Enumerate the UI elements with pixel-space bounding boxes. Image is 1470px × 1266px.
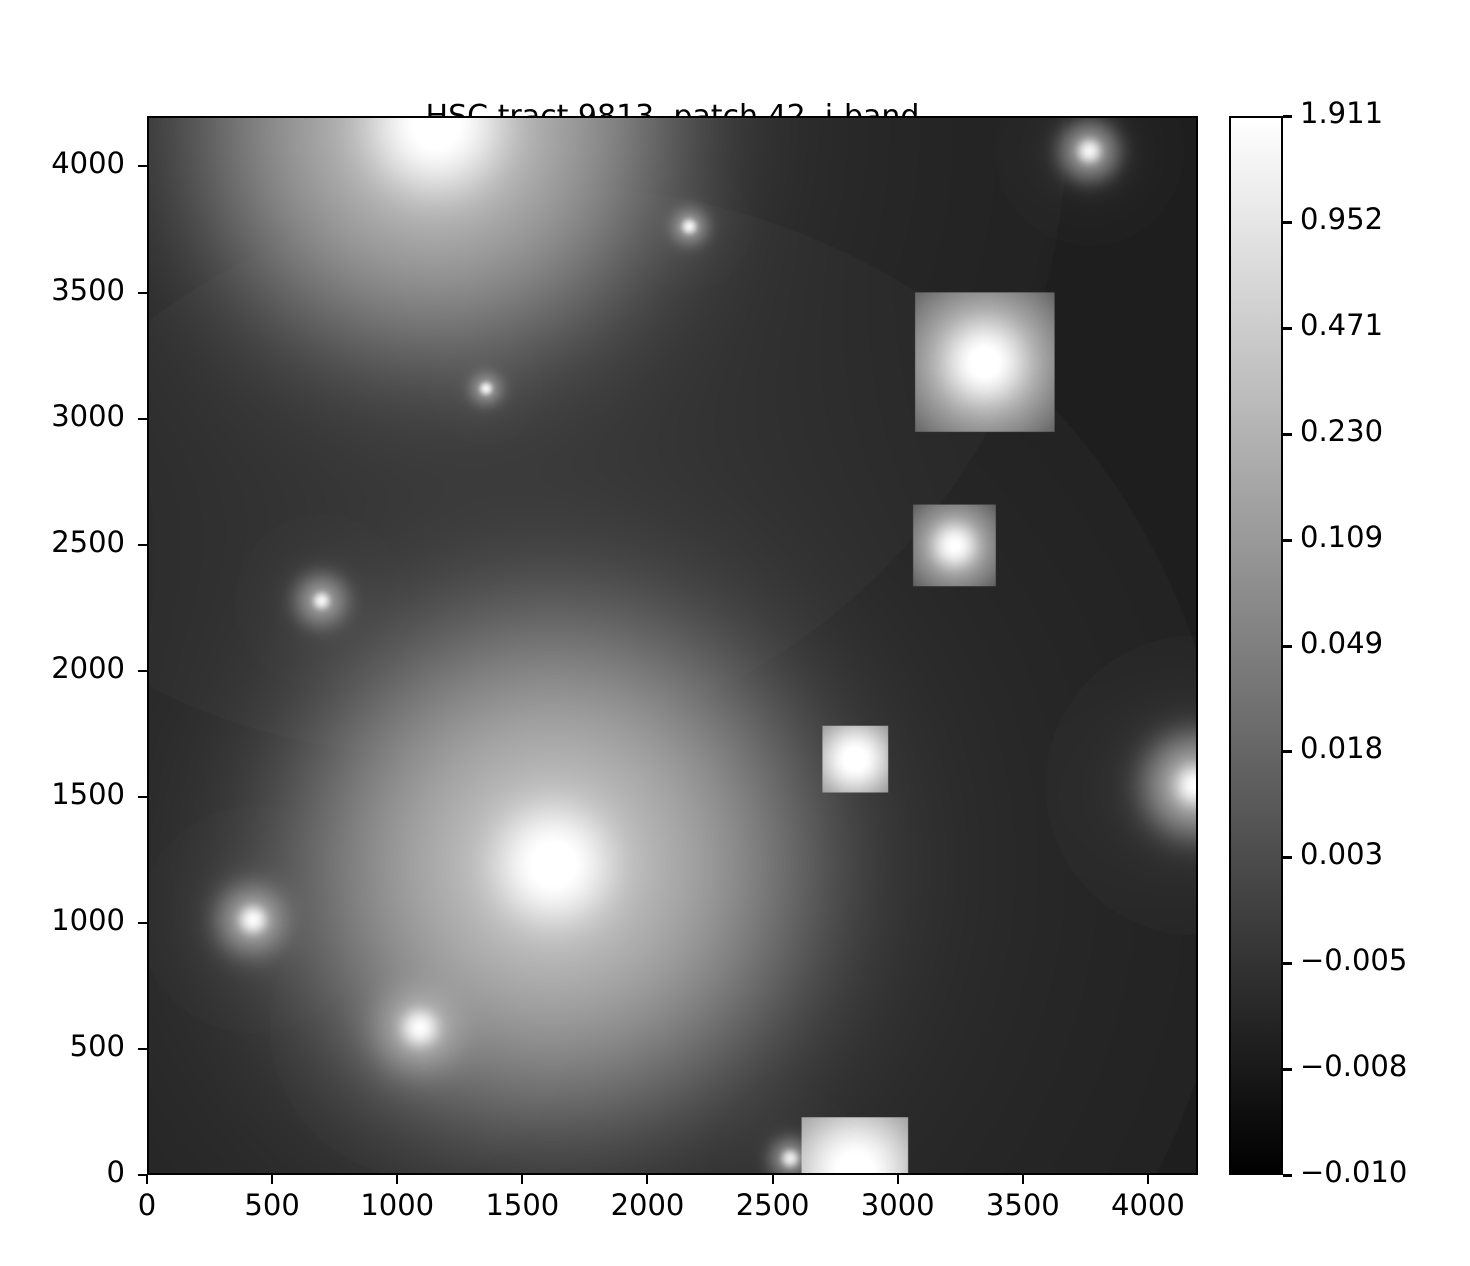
y-tick-mark — [138, 165, 147, 168]
colorbar-tick-mark — [1283, 220, 1292, 224]
colorbar-tick-mark — [1283, 962, 1292, 966]
x-tick-label: 3500 — [985, 1188, 1060, 1222]
x-tick-label: 3000 — [860, 1188, 935, 1222]
x-tick-mark — [521, 1175, 524, 1184]
colorbar-tick-mark — [1283, 1068, 1292, 1072]
colorbar[interactable] — [1229, 116, 1283, 1175]
y-tick-mark — [138, 543, 147, 546]
colorbar-tick-label: 0.049 — [1300, 625, 1384, 660]
colorbar-tick-mark — [1283, 115, 1292, 118]
x-tick-label: 1500 — [485, 1188, 560, 1222]
y-tick-label: 4000 — [51, 146, 125, 181]
colorbar-tick-mark — [1283, 538, 1292, 542]
colorbar-tick-label: 1.911 — [1300, 96, 1384, 130]
x-tick-mark — [646, 1175, 649, 1184]
y-tick-mark — [138, 1047, 147, 1050]
y-tick-mark — [138, 795, 147, 798]
x-tick-mark — [271, 1175, 274, 1184]
y-tick-label: 3500 — [51, 272, 125, 307]
x-tick-mark — [1146, 1175, 1149, 1184]
injected-difference-image — [149, 118, 1196, 1173]
colorbar-tick-mark — [1283, 432, 1292, 436]
colorbar-tick-mark — [1283, 326, 1292, 330]
x-tick-mark — [1021, 1175, 1024, 1184]
y-tick-label: 500 — [69, 1028, 125, 1063]
colorbar-tick-mark — [1283, 1174, 1292, 1177]
colorbar-tick-label: 0.471 — [1300, 307, 1384, 342]
colorbar-tick-mark — [1283, 856, 1292, 860]
colorbar-tick-label: −0.005 — [1300, 943, 1408, 978]
y-tick-mark — [138, 1174, 147, 1176]
x-tick-label: 1000 — [360, 1188, 435, 1222]
y-tick-label: 2500 — [51, 524, 125, 559]
y-tick-label: 1500 — [51, 776, 125, 811]
y-tick-label: 1000 — [51, 902, 125, 937]
x-tick-label: 500 — [244, 1188, 300, 1222]
y-tick-mark — [138, 291, 147, 294]
colorbar-tick-label: 0.109 — [1300, 519, 1384, 554]
colorbar-tick-label: −0.010 — [1300, 1155, 1408, 1189]
x-tick-label: 4000 — [1111, 1188, 1185, 1222]
colorbar-tick-label: 0.018 — [1300, 731, 1384, 766]
x-tick-mark — [771, 1175, 774, 1184]
y-tick-label: 3000 — [51, 398, 125, 433]
y-tick-label: 2000 — [51, 650, 125, 685]
colorbar-tick-mark — [1283, 750, 1292, 754]
colorbar-tick-mark — [1283, 644, 1292, 648]
colorbar-tick-label: −0.008 — [1300, 1049, 1408, 1084]
x-tick-mark — [146, 1175, 148, 1184]
colorbar-tick-label: 0.952 — [1300, 201, 1384, 236]
colorbar-tick-label: 0.003 — [1300, 837, 1384, 872]
y-tick-mark — [138, 921, 147, 924]
y-tick-label: 0 — [106, 1155, 125, 1189]
x-tick-mark — [396, 1175, 399, 1184]
x-tick-label: 2500 — [735, 1188, 810, 1222]
x-tick-label: 0 — [137, 1188, 157, 1222]
colorbar-tick-label: 0.230 — [1300, 413, 1384, 448]
x-tick-label: 2000 — [610, 1188, 685, 1222]
y-tick-mark — [138, 417, 147, 420]
x-tick-mark — [896, 1175, 899, 1184]
y-tick-mark — [138, 669, 147, 672]
image-axes[interactable] — [147, 116, 1198, 1175]
